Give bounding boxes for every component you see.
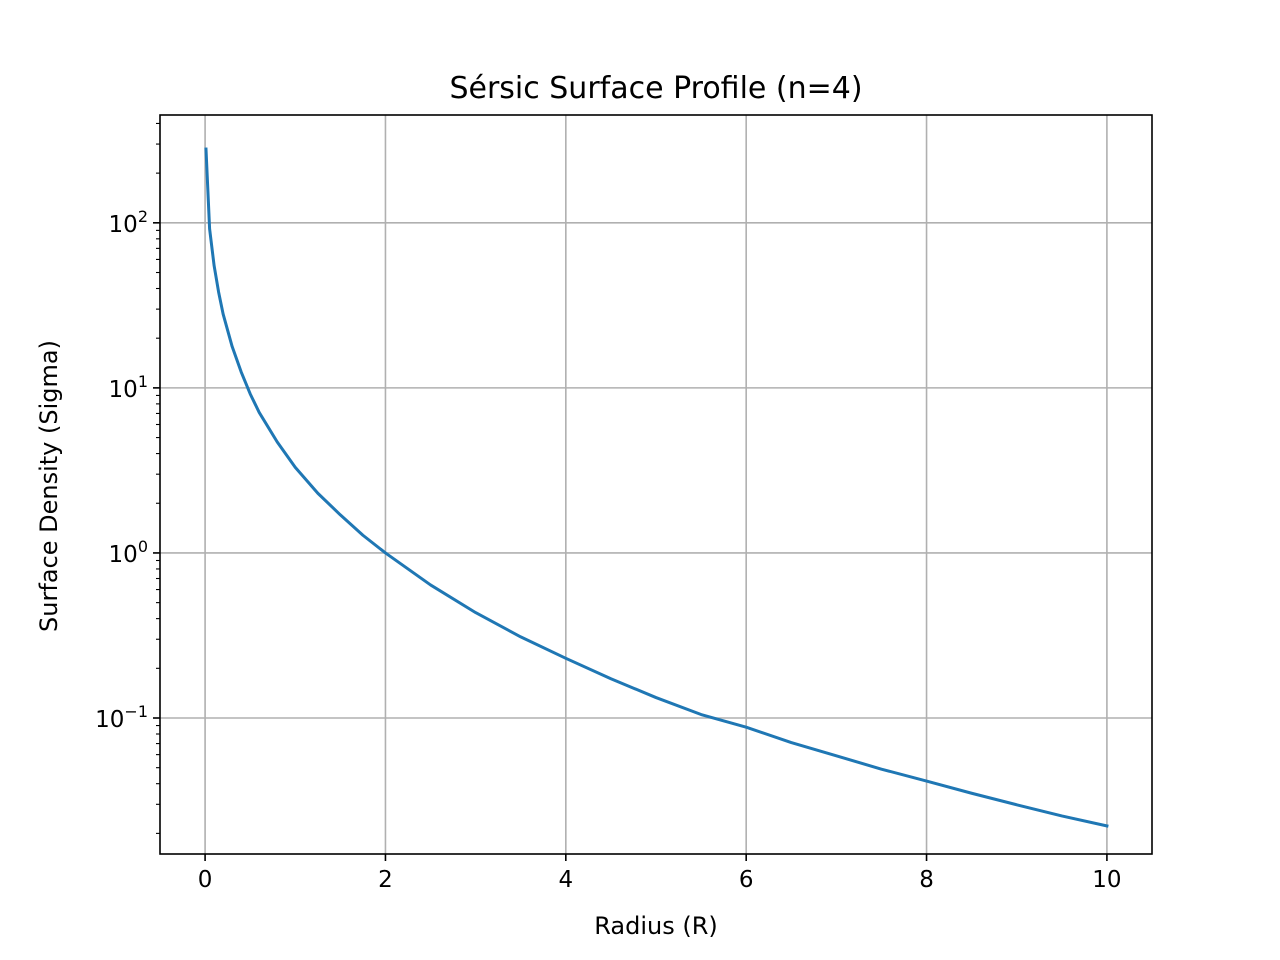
x-tick-label: 0 [198, 867, 213, 893]
series-line [204, 147, 1109, 828]
series-layer [204, 147, 1109, 828]
y-axis-label: Surface Density (Sigma) [35, 340, 63, 632]
y-tick-label: 101 [109, 372, 148, 403]
y-tick-label: 100 [109, 537, 148, 568]
y-tick-label: 102 [109, 207, 148, 238]
x-axis-label: Radius (R) [594, 912, 718, 940]
x-tick-labels: 0 2 4 6 8 10 [198, 867, 1122, 893]
x-tick-label: 4 [558, 867, 573, 893]
y-tick-label: 10−1 [95, 702, 148, 733]
y-tick-labels: 10−1 100 101 102 [95, 207, 148, 733]
x-tick-label: 8 [919, 867, 934, 893]
chart-title: Sérsic Surface Profile (n=4) [449, 71, 862, 106]
x-tick-label: 2 [378, 867, 393, 893]
x-tick-label: 10 [1092, 867, 1121, 893]
plot-frame [159, 114, 1153, 855]
major-ticks [153, 222, 1108, 861]
gridlines [160, 115, 1152, 854]
x-tick-label: 6 [739, 867, 754, 893]
